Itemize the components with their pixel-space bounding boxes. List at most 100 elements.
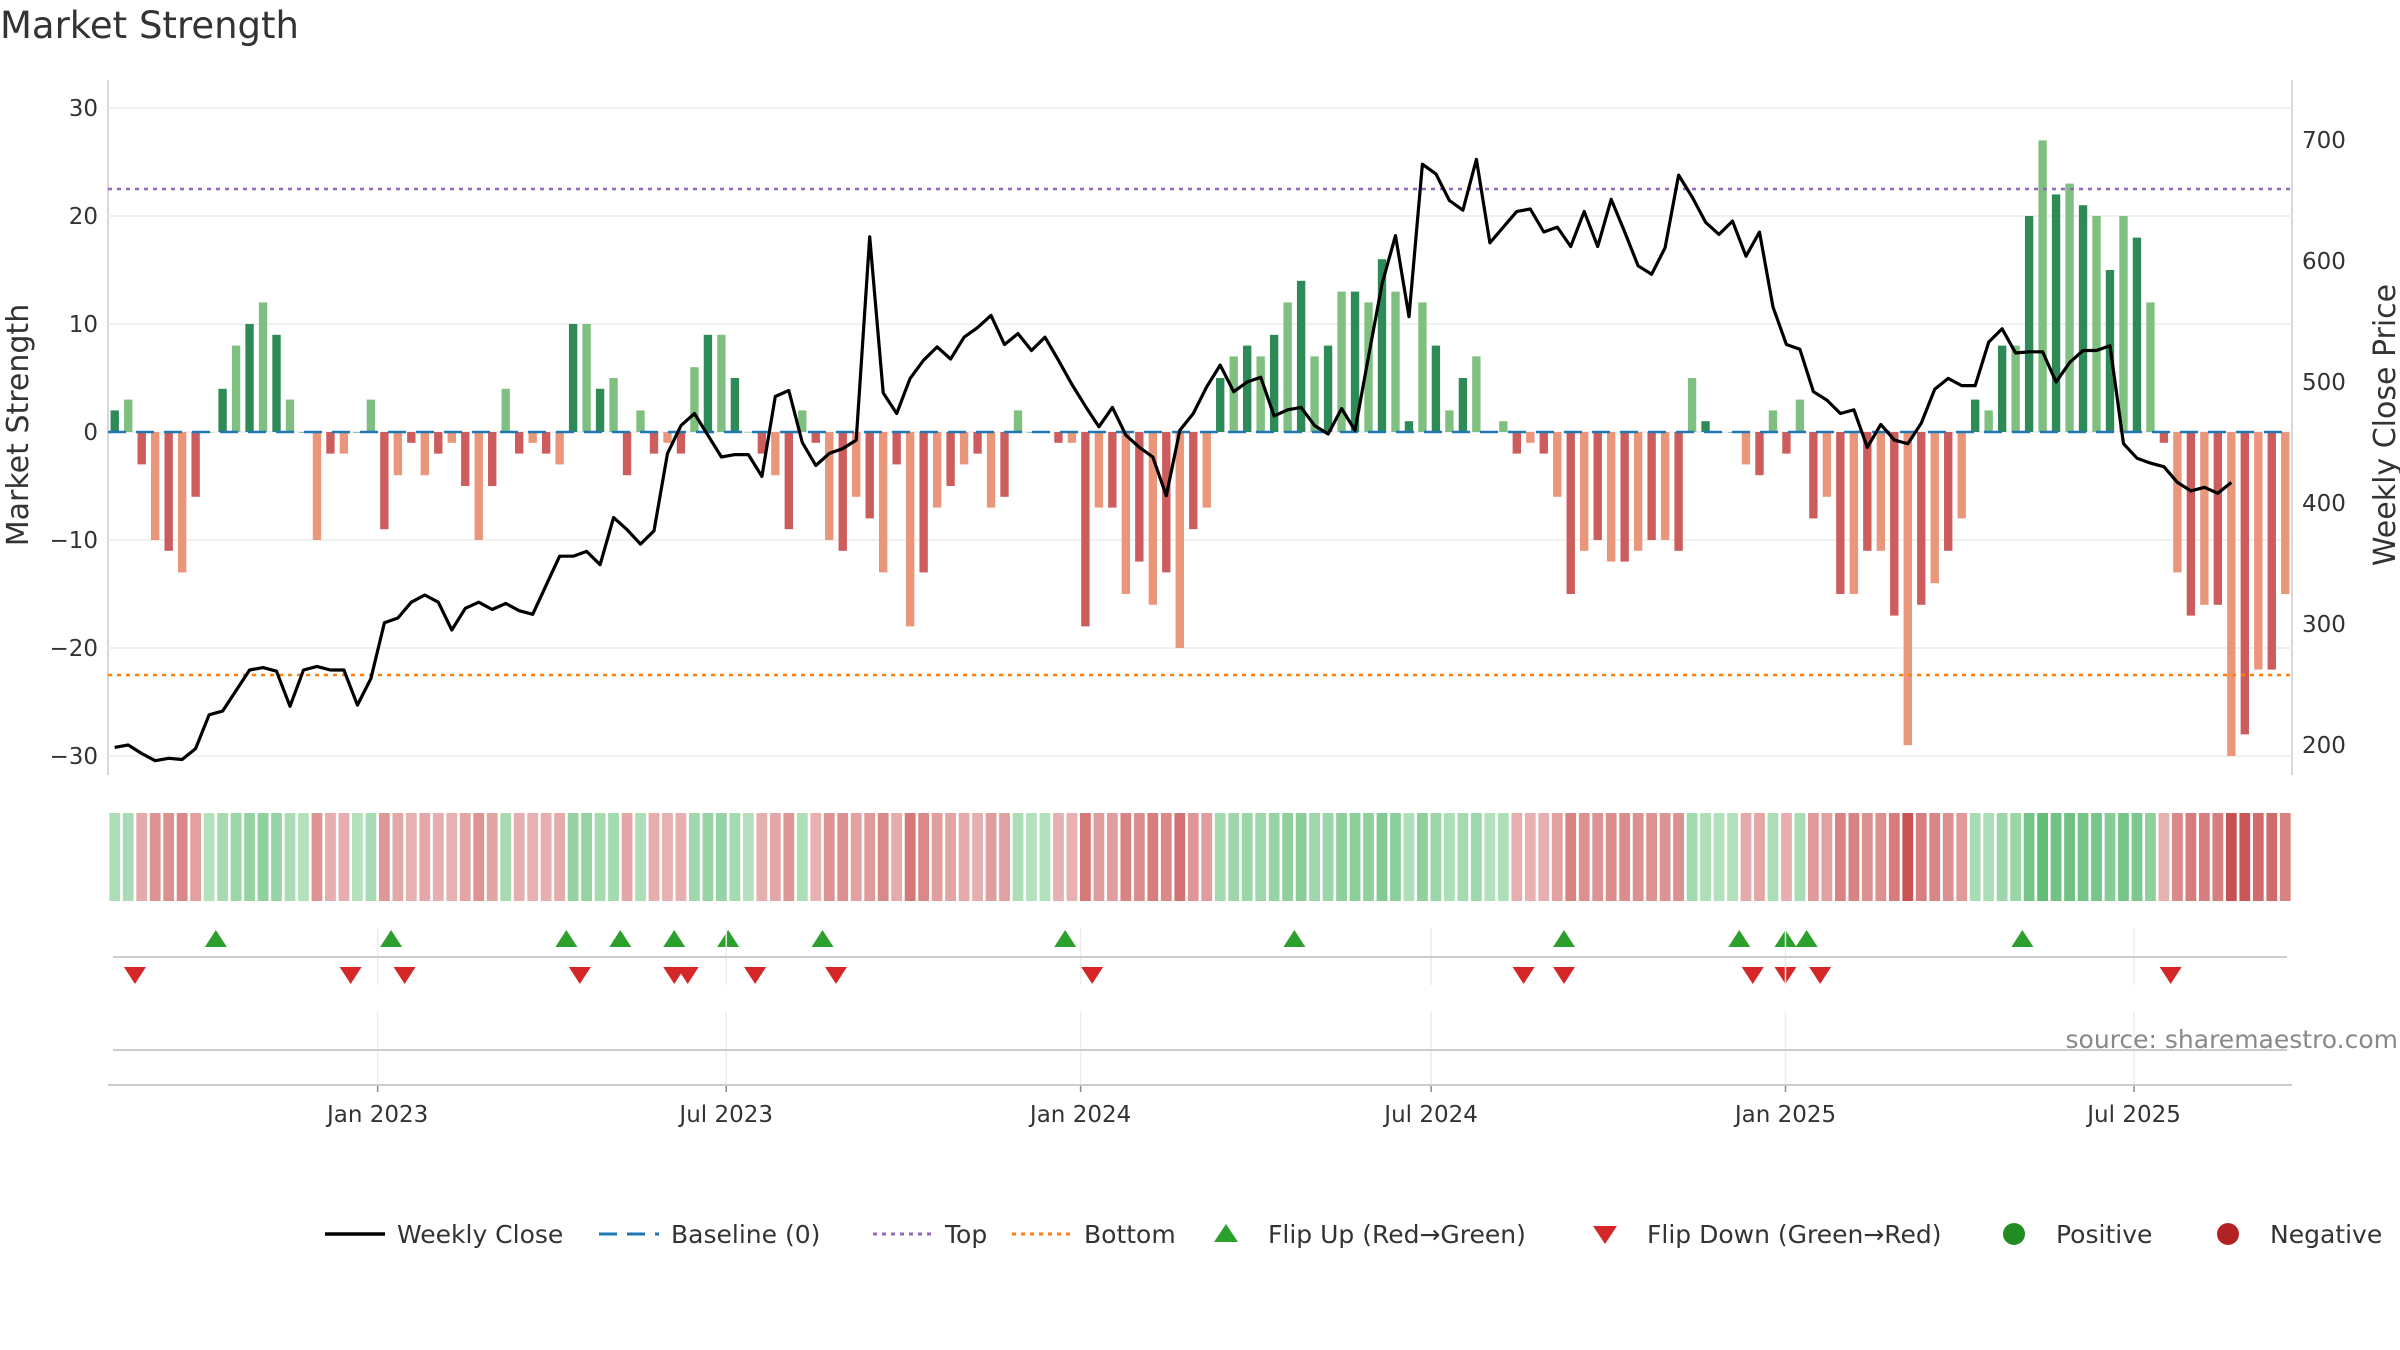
strength-bar — [568, 324, 578, 432]
strength-bar — [555, 432, 564, 465]
flip-down-marker — [676, 967, 699, 984]
heat-cell — [877, 813, 889, 901]
heat-cell — [1875, 813, 1887, 901]
heat-cell — [2198, 813, 2210, 901]
heat-cell — [2266, 813, 2278, 901]
strength-bar — [905, 432, 915, 627]
strength-bar — [1418, 302, 1427, 432]
heat-cell — [2185, 813, 2197, 901]
strength-bar — [124, 399, 133, 432]
source-credit: source: sharemaestro.com — [2066, 1025, 2399, 1054]
strength-bar — [2281, 432, 2290, 594]
x-tick-label: Jul 2024 — [1382, 1102, 1478, 1128]
heat-cell — [230, 813, 242, 901]
heat-cell — [1403, 813, 1415, 901]
heat-cell — [554, 813, 566, 901]
legend-label: Positive — [2056, 1220, 2152, 1249]
legend-top: Top — [873, 1220, 987, 1249]
flip-up-marker — [1553, 930, 1575, 947]
strength-bar — [2132, 237, 2142, 432]
heat-cell — [365, 813, 377, 901]
heat-cell — [1619, 813, 1631, 901]
heat-cell — [1457, 813, 1469, 901]
strength-bar — [1930, 432, 1939, 584]
strength-bar — [1431, 345, 1441, 432]
strength-bar — [2051, 194, 2061, 432]
heat-cell — [1727, 813, 1738, 901]
heat-cell — [500, 813, 512, 901]
heat-cell — [702, 813, 714, 901]
strength-bar — [757, 432, 767, 454]
strength-bar — [434, 432, 443, 454]
flip-down-marker — [123, 967, 146, 984]
strength-bar — [811, 432, 820, 443]
heat-cell — [1026, 813, 1037, 901]
heat-cell — [1012, 813, 1024, 901]
heat-cell — [1834, 813, 1846, 901]
heat-cell — [689, 813, 700, 901]
strength-bar — [1162, 432, 1171, 573]
heat-cell — [271, 813, 282, 901]
heat-cell — [648, 813, 660, 901]
strength-bar — [1971, 399, 1980, 432]
strength-bar — [1566, 432, 1575, 594]
strength-bar — [1296, 280, 1306, 432]
strength-bar — [1000, 432, 1009, 497]
strength-bar — [986, 432, 996, 508]
legend-label: Weekly Close — [397, 1220, 563, 1249]
heat-cell — [2172, 813, 2183, 901]
heat-cell — [1578, 813, 1590, 901]
heat-cell — [149, 813, 161, 901]
heat-cell — [864, 813, 876, 901]
heat-cell — [742, 813, 754, 901]
strength-bar — [488, 432, 497, 486]
strength-bar — [1472, 356, 1481, 432]
strength-bar — [1984, 410, 1993, 432]
heat-cell — [1808, 813, 1819, 901]
strength-bar — [245, 324, 254, 432]
heat-cell — [486, 813, 498, 901]
heat-cell — [567, 813, 579, 901]
heat-cell — [2064, 813, 2075, 901]
strength-bar — [380, 432, 389, 530]
y-right-tick-label: 300 — [2302, 612, 2346, 638]
heat-cell — [837, 813, 849, 901]
strength-bar — [1350, 291, 1360, 432]
y-right-tick-label: 200 — [2302, 733, 2346, 759]
strength-bar — [1768, 410, 1778, 432]
heat-cell — [2239, 813, 2251, 901]
strength-bar — [892, 432, 901, 465]
strength-bar — [1054, 432, 1063, 443]
strength-bar — [582, 324, 591, 432]
heat-cell — [2091, 813, 2102, 901]
strength-bar — [1269, 334, 1279, 432]
strength-bar — [717, 334, 726, 432]
strength-bar — [798, 410, 807, 432]
legend-label: Flip Up (Red→Green) — [1268, 1220, 1526, 1249]
heat-cell — [217, 813, 228, 901]
heat-cell — [1133, 813, 1145, 901]
heat-cell — [904, 813, 916, 901]
flip-up-marker — [555, 930, 578, 947]
strength-bar — [2240, 432, 2249, 735]
heat-cell — [1160, 813, 1172, 901]
strength-bar — [1539, 432, 1548, 454]
weekly-close-line — [114, 157, 2233, 763]
heat-cell — [203, 813, 215, 901]
heat-cell — [136, 813, 148, 901]
strength-bar — [649, 432, 659, 454]
heat-cell — [1470, 813, 1482, 901]
weekly-close-series — [114, 157, 2233, 763]
heat-cell — [635, 813, 646, 901]
heat-cell — [1659, 813, 1671, 901]
heat-cell — [1551, 813, 1563, 901]
strength-bar — [784, 432, 793, 530]
legend-weekly-close: Weekly Close — [325, 1220, 563, 1249]
heat-cell — [918, 813, 930, 901]
heat-cell — [1417, 813, 1428, 901]
heat-cell — [513, 813, 525, 901]
heat-cell — [756, 813, 768, 901]
heat-cell — [2212, 813, 2224, 901]
heat-cell — [1524, 813, 1536, 901]
strength-bar — [1148, 432, 1157, 605]
